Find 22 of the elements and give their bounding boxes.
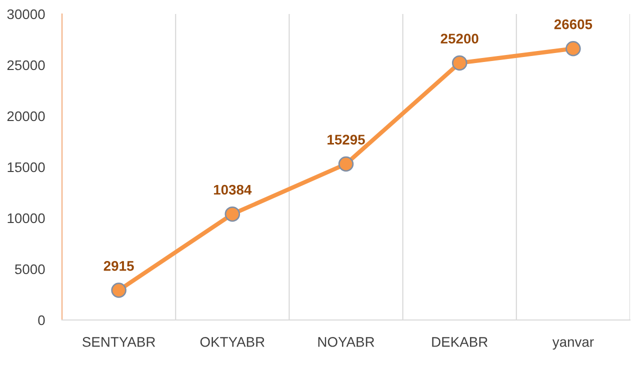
x-tick-label: yanvar [552, 339, 594, 350]
point [224, 206, 240, 222]
y-tick-label: 30000 [7, 9, 45, 20]
point [111, 282, 126, 298]
data-label: 25200 [440, 34, 478, 44]
y-tick-label: 15000 [8, 162, 45, 172]
data-label: 15295 [328, 134, 365, 145]
y-tick-label: 10000 [8, 213, 45, 224]
y-tick-label: 25000 [7, 60, 45, 70]
x-tick-label: SENTYABR [82, 337, 156, 347]
y-tick-label: 5000 [14, 264, 45, 274]
point [452, 55, 468, 71]
x-tick-label: NOYABR [318, 337, 374, 347]
x-tick-label: OKTYABR [200, 337, 264, 347]
y-tick-label: 20000 [7, 111, 45, 122]
y-tick-label: 0 [38, 315, 45, 326]
point [338, 156, 354, 172]
data-label: 26605 [554, 19, 592, 30]
data-label: 10384 [214, 184, 252, 195]
point [566, 40, 581, 56]
data-label: 2915 [104, 261, 134, 271]
x-tick-label: DEKABR [432, 337, 488, 347]
